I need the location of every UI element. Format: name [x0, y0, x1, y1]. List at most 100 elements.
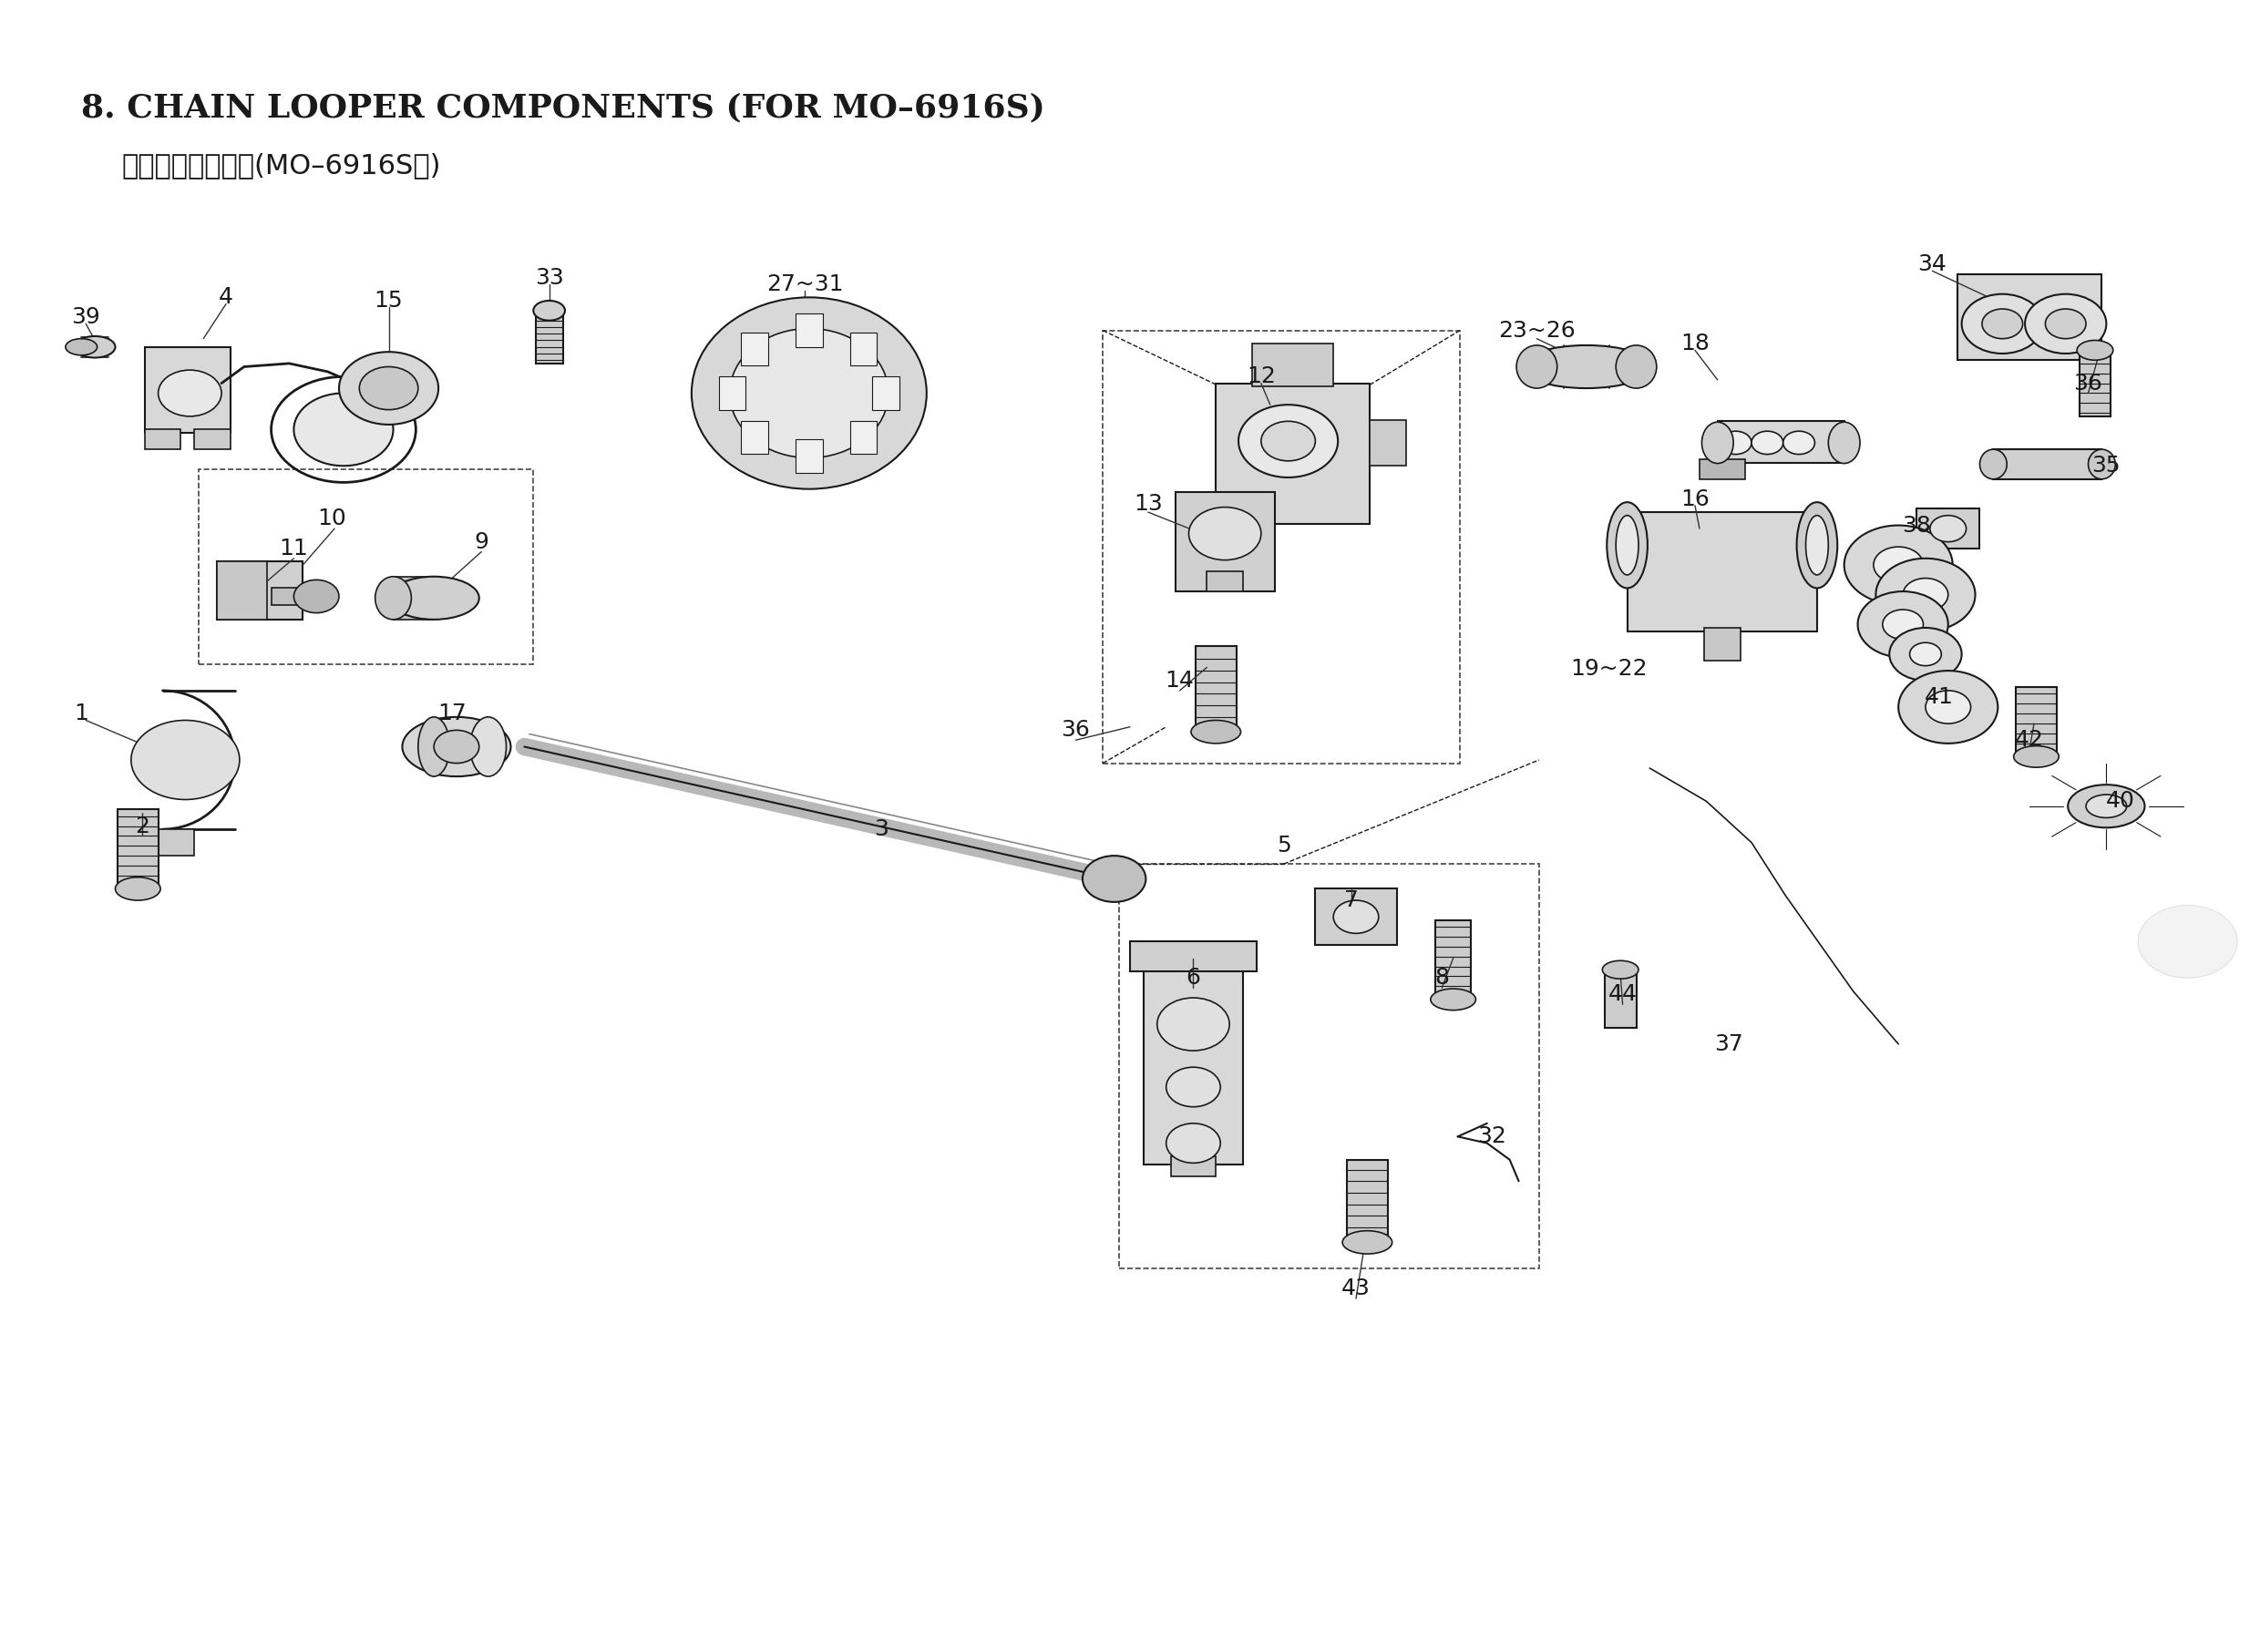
- Text: 34: 34: [1919, 253, 1946, 276]
- Ellipse shape: [1797, 502, 1837, 588]
- Ellipse shape: [1607, 502, 1648, 588]
- Bar: [1196, 646, 1236, 732]
- Text: 35: 35: [2093, 454, 2120, 477]
- Ellipse shape: [1616, 515, 1638, 575]
- Circle shape: [1261, 421, 1315, 461]
- Text: 44: 44: [1609, 983, 1636, 1006]
- Bar: [1957, 274, 2102, 360]
- Bar: [536, 311, 563, 363]
- Ellipse shape: [66, 339, 97, 355]
- Ellipse shape: [75, 335, 115, 357]
- Circle shape: [339, 352, 438, 425]
- Ellipse shape: [1342, 1231, 1392, 1254]
- Text: 18: 18: [1681, 332, 1709, 355]
- Circle shape: [1720, 431, 1752, 454]
- Text: 1: 1: [75, 702, 88, 725]
- Circle shape: [1876, 558, 1975, 631]
- Bar: [1119, 864, 1539, 1269]
- Circle shape: [2138, 905, 2237, 978]
- Ellipse shape: [2088, 449, 2115, 479]
- Text: 14: 14: [1166, 669, 1193, 692]
- Circle shape: [1962, 294, 2043, 354]
- Ellipse shape: [2068, 785, 2145, 828]
- Text: 27~31: 27~31: [766, 273, 843, 296]
- Text: 二重環ルーパ関係(MO–6916S用): 二重環ルーパ関係(MO–6916S用): [122, 152, 441, 178]
- Bar: [271, 588, 312, 605]
- Bar: [194, 430, 231, 449]
- Circle shape: [1898, 671, 1998, 743]
- Circle shape: [1910, 643, 1941, 666]
- Text: 42: 42: [2016, 729, 2043, 752]
- Bar: [1347, 1160, 1388, 1242]
- Circle shape: [1982, 309, 2023, 339]
- Bar: [2079, 350, 2111, 416]
- Circle shape: [1883, 610, 1923, 639]
- Text: 10: 10: [319, 507, 346, 530]
- Ellipse shape: [389, 577, 479, 620]
- Circle shape: [2025, 294, 2106, 354]
- Bar: [393, 577, 434, 620]
- Bar: [2016, 687, 2057, 757]
- Bar: [1700, 459, 1745, 479]
- Circle shape: [1930, 515, 1966, 542]
- Ellipse shape: [533, 301, 565, 320]
- Circle shape: [434, 730, 479, 763]
- Bar: [1144, 953, 1243, 1165]
- Bar: [1718, 421, 1844, 463]
- Circle shape: [1926, 691, 1971, 724]
- Circle shape: [1189, 507, 1261, 560]
- Ellipse shape: [2077, 340, 2113, 360]
- Circle shape: [294, 580, 339, 613]
- Ellipse shape: [115, 877, 160, 900]
- Text: 4: 4: [219, 286, 233, 309]
- Circle shape: [1157, 998, 1229, 1051]
- Bar: [796, 439, 823, 472]
- Text: 40: 40: [2106, 790, 2133, 813]
- Ellipse shape: [730, 329, 888, 458]
- Text: 9: 9: [475, 530, 488, 553]
- Bar: [796, 314, 823, 347]
- Text: 32: 32: [1478, 1125, 1505, 1148]
- Bar: [1627, 512, 1817, 631]
- Text: 2: 2: [136, 814, 149, 838]
- Text: 16: 16: [1681, 487, 1709, 510]
- Circle shape: [2045, 309, 2086, 339]
- Bar: [1130, 942, 1257, 971]
- Circle shape: [1844, 525, 1953, 605]
- Ellipse shape: [1980, 449, 2007, 479]
- Bar: [872, 377, 899, 410]
- Text: 36: 36: [1062, 719, 1089, 742]
- Bar: [145, 347, 231, 433]
- Bar: [741, 421, 768, 454]
- Circle shape: [1238, 405, 1338, 477]
- Circle shape: [1783, 431, 1815, 454]
- Ellipse shape: [1616, 345, 1657, 388]
- Text: 3: 3: [875, 818, 888, 841]
- Circle shape: [1083, 856, 1146, 902]
- Bar: [1916, 509, 1980, 548]
- Bar: [1605, 970, 1636, 1028]
- Text: 15: 15: [375, 289, 402, 312]
- Bar: [1103, 330, 1460, 763]
- Circle shape: [1752, 431, 1783, 454]
- Circle shape: [359, 367, 418, 410]
- Ellipse shape: [2086, 795, 2127, 818]
- Bar: [719, 377, 746, 410]
- Circle shape: [1333, 900, 1379, 933]
- Circle shape: [1858, 591, 1948, 657]
- Ellipse shape: [1602, 961, 1638, 978]
- Circle shape: [158, 370, 221, 416]
- Circle shape: [131, 720, 240, 800]
- Text: 11: 11: [280, 537, 307, 560]
- Ellipse shape: [1828, 423, 1860, 463]
- Circle shape: [1874, 547, 1923, 583]
- Bar: [1216, 383, 1370, 524]
- Text: 8. CHAIN LOOPER COMPONENTS (FOR MO–6916S): 8. CHAIN LOOPER COMPONENTS (FOR MO–6916S…: [81, 93, 1046, 124]
- Bar: [1993, 449, 2102, 479]
- Ellipse shape: [375, 577, 411, 620]
- Bar: [1315, 889, 1397, 945]
- Text: 23~26: 23~26: [1498, 319, 1575, 342]
- Ellipse shape: [402, 717, 511, 776]
- Ellipse shape: [1191, 720, 1241, 743]
- Bar: [199, 469, 533, 664]
